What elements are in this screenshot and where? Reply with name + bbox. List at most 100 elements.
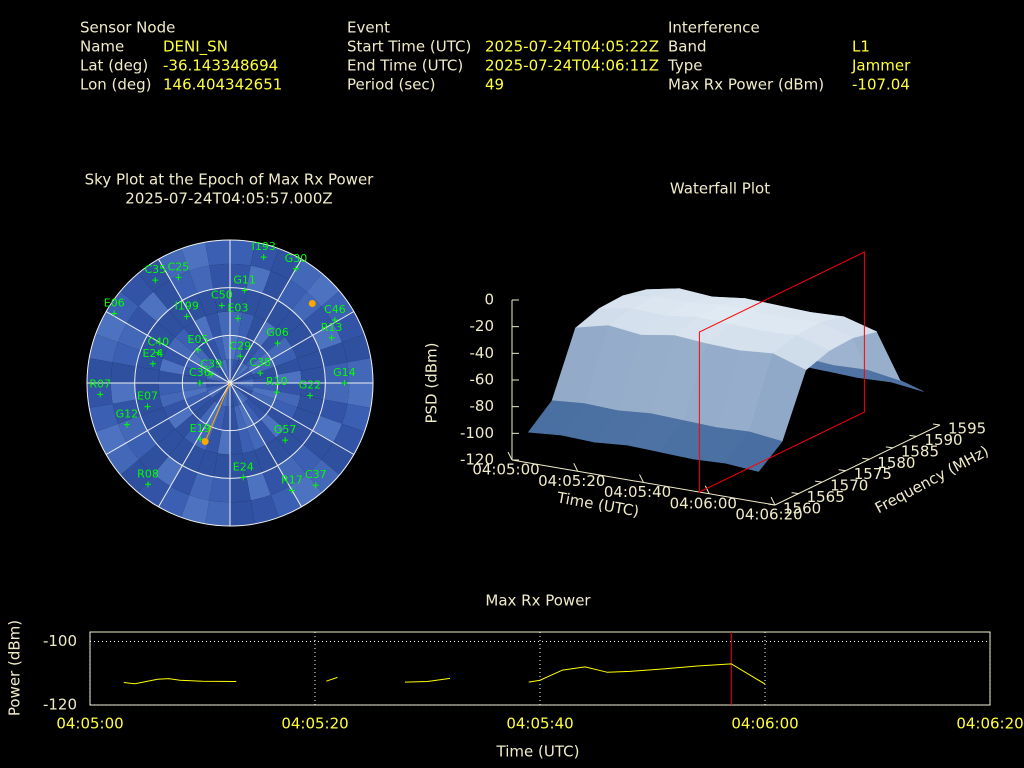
sky-background-cell	[291, 335, 320, 359]
sky-background-cell	[153, 279, 183, 310]
field-value: 2025-07-24T04:06:11Z	[485, 57, 659, 75]
sky-background-cell	[205, 427, 222, 454]
sky-background-cell	[250, 242, 279, 272]
field-label: Type	[667, 57, 702, 75]
sky-background-cell	[250, 391, 275, 407]
sky-background-cell	[184, 419, 207, 445]
x-tick-label: 04:05:00	[56, 715, 123, 733]
satellite-label: C38	[249, 356, 271, 369]
satellite-label: R07	[89, 377, 111, 390]
sky-background-cell	[230, 429, 243, 455]
sky-background-cell	[246, 315, 266, 342]
sky-background-cell	[323, 383, 350, 404]
sky-background-cell	[120, 459, 154, 493]
sky-background-cell	[253, 419, 276, 445]
satellite	[183, 313, 190, 320]
sky-background-cell	[230, 335, 239, 360]
sky-background-cell	[138, 444, 169, 475]
satellite-label: E24	[142, 347, 163, 360]
satellite-label: C50	[211, 289, 233, 302]
sky-background-cell	[246, 424, 266, 451]
section-title: Sensor Node	[80, 19, 175, 37]
sky-background-cell	[241, 401, 261, 425]
sky-background-cell	[246, 472, 271, 501]
sky-background-cell	[230, 500, 255, 526]
satellite	[152, 277, 159, 284]
satellite	[194, 346, 201, 353]
satellite-label: E19	[190, 422, 211, 435]
sky-background-cell	[213, 336, 226, 361]
highlight-point	[201, 438, 209, 446]
sky-background-cell	[217, 311, 230, 337]
x-tick-label: 04:05:20	[538, 472, 605, 490]
highlight-ray	[204, 382, 231, 442]
sky-background-cell	[206, 383, 230, 388]
sky-background-cell	[230, 406, 239, 431]
sky-background-cell	[112, 399, 141, 424]
sky-background-cell	[181, 242, 210, 272]
y-tick-label: -100	[43, 632, 77, 650]
sky-background-cell	[183, 366, 208, 379]
sky-background-cell	[120, 273, 154, 307]
sky-background-cell	[275, 428, 304, 457]
satellite	[292, 265, 299, 272]
z-tick-label: -60	[470, 371, 495, 389]
y-tick-label: 1595	[948, 420, 986, 438]
field-value: DENI_SN	[163, 38, 228, 57]
sky-background-cell	[230, 263, 251, 290]
sky-background-cell	[209, 476, 230, 503]
sky-background-cell	[312, 415, 342, 443]
satellite	[307, 392, 314, 399]
y-tick	[885, 446, 893, 449]
sky-background-cell	[175, 328, 200, 353]
field-label: Lon (deg)	[80, 76, 152, 94]
field-value: 49	[485, 76, 504, 94]
satellite	[208, 371, 215, 378]
y-tick-label: -120	[43, 696, 77, 714]
sky-background-cell	[168, 300, 195, 329]
sky-background-cell	[306, 273, 340, 307]
azimuth-spoke	[105, 311, 231, 384]
sky-background-cell	[185, 391, 210, 407]
sky-background-cell	[110, 362, 137, 383]
sky-background-cell	[211, 364, 230, 383]
field-label: Period (sec)	[347, 76, 436, 94]
azimuth-spoke	[158, 382, 231, 508]
satellite-label: C37	[305, 468, 327, 481]
x-tick-label: 04:05:00	[472, 461, 539, 479]
sky-background-cell	[248, 394, 272, 414]
sky-background-cell	[274, 391, 301, 408]
z-tick-label: 0	[484, 291, 494, 309]
satellite	[274, 340, 281, 347]
satellite	[282, 437, 289, 444]
y-tick	[932, 423, 941, 426]
sky-background-cell	[230, 383, 239, 407]
sky-background-cell	[312, 323, 342, 351]
satellite-label: R08	[137, 467, 159, 480]
sky-background-cell	[213, 453, 230, 479]
sky-background-cell	[159, 358, 186, 375]
sky-background-cell	[189, 472, 214, 501]
sky-background-cell	[297, 395, 324, 416]
sky-background-cell	[230, 476, 251, 503]
x-tick-label: 04:06:20	[956, 715, 1023, 733]
y-axis-label: Power (dBm)	[6, 620, 24, 716]
sky-background-cell	[276, 370, 302, 383]
x-tick-label: 04:06:20	[735, 506, 802, 524]
sky-background-cell	[136, 395, 163, 416]
sky-background-cell	[242, 450, 263, 477]
sky-background-cell	[89, 403, 119, 432]
sky-background-cell	[230, 359, 235, 383]
sky-background-cell	[185, 359, 210, 375]
sky-background-cell	[162, 347, 189, 367]
sky-background-cell	[89, 334, 119, 363]
z-tick-label: -20	[470, 317, 495, 335]
z-axis-label: PSD (dBm)	[423, 342, 441, 423]
y-tick-label: 1590	[924, 431, 962, 449]
sky-background-cell	[271, 347, 298, 367]
y-tick	[791, 492, 799, 495]
sky-background-cell	[245, 346, 267, 368]
sky-background-cell	[147, 321, 176, 348]
sky-background-cell	[230, 383, 246, 404]
y-tick-label: 1560	[783, 500, 821, 518]
